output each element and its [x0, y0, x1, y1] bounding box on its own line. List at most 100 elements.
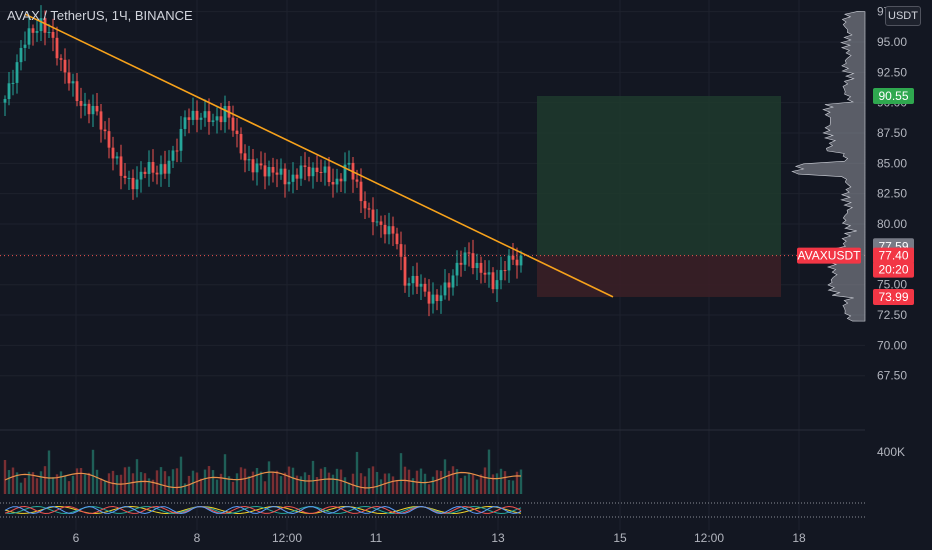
- volume-bar: [223, 454, 227, 494]
- candle-body: [191, 110, 195, 120]
- time-tick-label: 18: [792, 531, 806, 545]
- candle-body: [423, 283, 427, 292]
- candle-body: [479, 262, 483, 273]
- candle-body: [143, 171, 147, 174]
- oscillator-line: [4, 505, 522, 515]
- candle-body: [299, 165, 303, 179]
- volume-bar: [247, 476, 251, 494]
- candle-body: [451, 275, 455, 288]
- volume-bar: [191, 470, 195, 494]
- time-axis: 6 8 12:00 11 13 15 12:00 18: [73, 531, 806, 545]
- price-tick-label: 75.00: [877, 278, 907, 292]
- volume-bar: [63, 475, 67, 494]
- candle-body: [231, 117, 235, 131]
- candle-body: [139, 171, 143, 180]
- volume-bar: [243, 468, 247, 494]
- volume-bar: [519, 469, 523, 494]
- candle-body: [195, 110, 199, 120]
- volume-bar: [339, 469, 343, 494]
- candle-body: [51, 31, 55, 38]
- volume-bar: [511, 480, 515, 494]
- volume-bar: [111, 470, 115, 494]
- candle-body: [83, 103, 87, 106]
- volume-bar: [27, 471, 31, 494]
- candle-countdown-badge-bg: [873, 261, 914, 278]
- volume-bar: [159, 467, 163, 494]
- volume-bar: [319, 468, 323, 494]
- candle-body: [179, 128, 183, 151]
- volume-bar: [507, 480, 511, 494]
- volume-bar: [431, 476, 435, 494]
- volume-bar: [151, 479, 155, 494]
- volume-bar: [343, 477, 347, 494]
- candle-body: [355, 179, 359, 182]
- candle-body: [399, 244, 403, 257]
- volume-bar: [143, 473, 147, 494]
- candle-body: [47, 31, 51, 33]
- volume-bar: [259, 471, 263, 494]
- time-tick-label: 6: [73, 531, 80, 545]
- candle-body: [3, 99, 7, 103]
- candle-body: [111, 147, 115, 159]
- volume-bar: [427, 484, 431, 494]
- volume-bar: [495, 473, 499, 494]
- candle-body: [403, 256, 407, 286]
- candle-body: [331, 182, 335, 185]
- candle-body: [411, 275, 415, 284]
- time-tick-label: 12:00: [694, 531, 724, 545]
- candle-body: [315, 167, 319, 173]
- volume-bar: [135, 459, 139, 494]
- price-tick-label: 95.00: [877, 35, 907, 49]
- candle-body: [279, 168, 283, 175]
- candle-body: [303, 165, 307, 167]
- price-tick-label: 85.00: [877, 156, 907, 170]
- chart-title: AVAX / TetherUS, 1Ч, BINANCE: [7, 8, 193, 23]
- target-price-badge-bg: [873, 87, 914, 104]
- volume-bar: [499, 468, 503, 494]
- currency-button[interactable]: USDT: [885, 6, 921, 26]
- candle-body: [371, 209, 375, 223]
- volume-bar: [23, 478, 27, 494]
- candle-body: [59, 58, 63, 60]
- candle-body: [167, 160, 171, 174]
- candle-body: [507, 255, 511, 271]
- trendline-layer: [24, 13, 614, 298]
- oscillator-pane: [0, 502, 865, 518]
- stop-loss-zone: [537, 255, 781, 297]
- position-zones: [0, 95, 865, 297]
- candle-body: [27, 28, 31, 45]
- oscillator-line: [4, 505, 522, 515]
- candle-body: [319, 172, 323, 174]
- candle-body: [219, 116, 223, 123]
- volume-bar: [215, 479, 219, 494]
- candle-body: [363, 201, 367, 209]
- volume-bar: [219, 473, 223, 494]
- volume-bar: [355, 451, 359, 494]
- candle-body: [339, 178, 343, 182]
- volume-bar: [263, 481, 267, 494]
- candle-body: [87, 103, 91, 115]
- volume-bar: [315, 477, 319, 494]
- candle-body: [203, 111, 207, 118]
- volume-bar: [475, 479, 479, 494]
- price-tick-label: 67.50: [877, 369, 907, 383]
- candle-body: [107, 131, 111, 148]
- volume-bar: [155, 470, 159, 494]
- candle-body: [383, 224, 387, 235]
- volume-bar: [127, 466, 131, 494]
- take-profit-zone: [537, 95, 781, 256]
- price-tick-label: 70.00: [877, 338, 907, 352]
- candle-body: [123, 175, 127, 178]
- candle-body: [11, 82, 15, 84]
- candle-body: [287, 181, 291, 185]
- volume-bar: [295, 475, 299, 494]
- volume-bar: [395, 481, 399, 494]
- candle-body: [235, 130, 239, 135]
- candle-body: [135, 179, 139, 190]
- candle-body: [131, 177, 135, 190]
- volume-bar: [291, 467, 295, 494]
- volume-bar: [79, 468, 83, 494]
- candle-body: [223, 105, 227, 123]
